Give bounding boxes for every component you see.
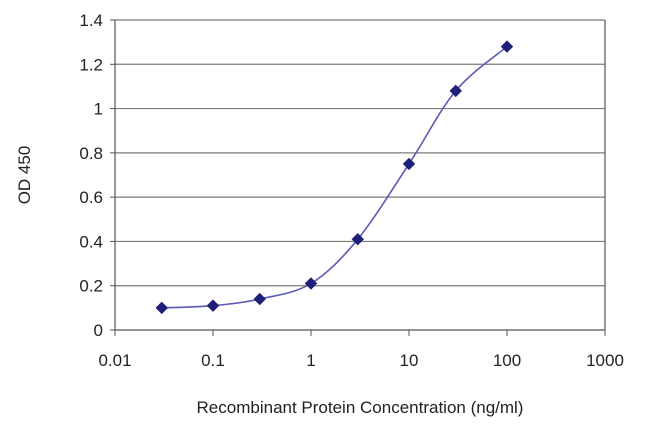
y-tick-label: 0.8 (79, 144, 103, 163)
y-tick-label: 0 (94, 321, 103, 340)
x-tick-label: 1000 (586, 351, 624, 370)
y-tick-label: 0.6 (79, 188, 103, 207)
x-axis-label: Recombinant Protein Concentration (ng/ml… (197, 398, 524, 417)
y-axis-label: OD 450 (15, 146, 34, 205)
x-tick-label: 1 (306, 351, 315, 370)
x-tick-label: 0.01 (98, 351, 131, 370)
data-point (304, 277, 318, 290)
x-tick-label: 0.1 (201, 351, 225, 370)
x-tick-label: 100 (493, 351, 521, 370)
y-tick-label: 1.4 (79, 11, 103, 30)
x-tick-label: 10 (400, 351, 419, 370)
y-tick-label: 1 (94, 100, 103, 119)
series (155, 40, 514, 315)
data-point (206, 299, 220, 312)
y-tick-label: 1.2 (79, 55, 103, 74)
y-tick-labels: 0 0.2 0.4 0.6 0.8 1 1.2 1.4 (79, 11, 103, 340)
series-line (161, 45, 508, 309)
axes (110, 19, 606, 336)
data-point (500, 40, 514, 53)
gridlines (115, 19, 605, 287)
data-point (155, 301, 168, 315)
data-point (449, 84, 462, 98)
x-tick-labels: 0.01 0.1 1 10 100 1000 (98, 351, 623, 370)
y-tick-label: 0.4 (79, 232, 103, 251)
data-point (253, 292, 266, 306)
data-point (402, 157, 416, 171)
data-point (351, 233, 364, 246)
y-tick-label: 0.2 (79, 277, 103, 296)
